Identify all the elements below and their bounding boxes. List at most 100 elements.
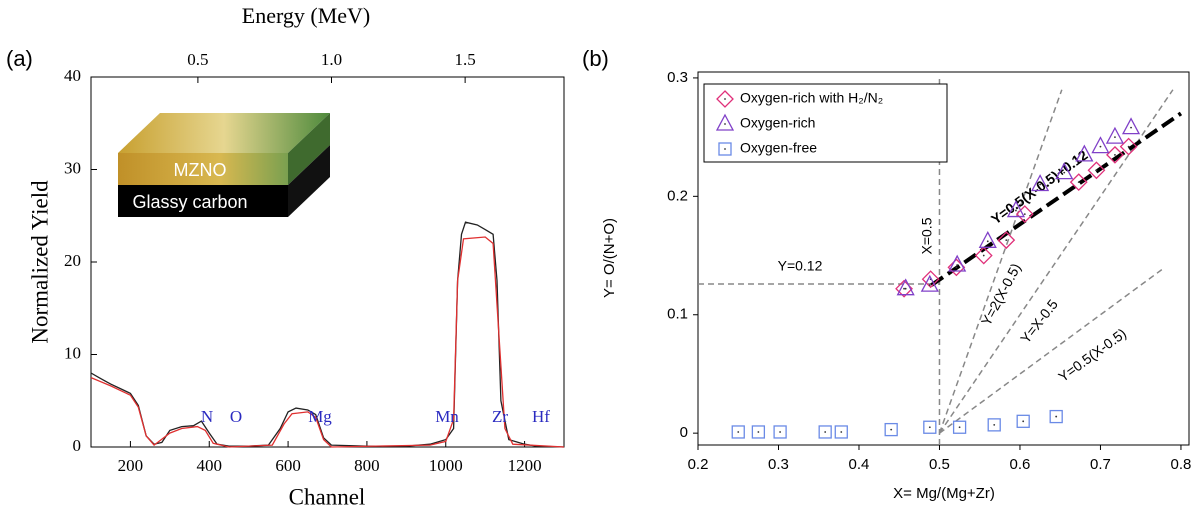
marker (1006, 200, 1026, 218)
diamond (997, 231, 1016, 250)
x-tick-label: 0.5 (929, 456, 950, 473)
center-dot (1005, 239, 1008, 242)
x-tick-label: 0.4 (849, 456, 870, 473)
marker (1016, 414, 1030, 428)
square (751, 425, 766, 439)
square (952, 420, 967, 434)
y-tick-label: 0.2 (667, 187, 688, 204)
annotation: Glassy carbon (132, 192, 247, 212)
triangle (1091, 136, 1110, 154)
marker (948, 254, 967, 272)
center-dot (1023, 213, 1026, 215)
square (731, 425, 745, 439)
diamond (1069, 173, 1088, 192)
annotation: N (201, 407, 213, 426)
y-tick-label: 0 (73, 436, 82, 455)
marker (1031, 174, 1050, 192)
x-tick-label: 1000 (429, 456, 463, 475)
center-dot (757, 431, 760, 433)
reference-line (938, 89, 1063, 434)
center-dot (1039, 183, 1041, 186)
x-tick-label: 200 (118, 456, 144, 475)
center-dot (904, 287, 907, 290)
reference-line-label: Y=0.5(X-0.5) (1055, 325, 1129, 385)
inset-substrate (118, 185, 288, 217)
triangle (1105, 126, 1125, 144)
triangle (1121, 117, 1141, 135)
square (1049, 409, 1063, 424)
marker (997, 231, 1016, 250)
diamond (1106, 145, 1124, 164)
y-tick-label: 20 (64, 251, 81, 270)
x-tick-label: 0.6 (1010, 456, 1031, 473)
y-tick-label: 0.1 (667, 306, 688, 323)
plot-frame (697, 71, 1190, 446)
square (818, 425, 832, 439)
reference-line-label: X=0.5 (919, 217, 935, 254)
annotation: Zr (492, 407, 508, 426)
reference-line-label: Y=2(X-0.5) (978, 261, 1024, 329)
triangle (1075, 144, 1094, 162)
legend-label: Oxygen-rich (740, 115, 815, 131)
x-tick-label: 1200 (508, 456, 542, 475)
inset-top (118, 113, 330, 153)
marker (818, 425, 832, 439)
triangle (896, 278, 915, 296)
legend-label: Oxygen-free (740, 140, 817, 156)
center-dot (1022, 420, 1025, 423)
inset-substrate-side (288, 145, 330, 217)
marker (1075, 144, 1094, 162)
center-dot (824, 431, 827, 433)
marker (731, 425, 745, 439)
center-dot (955, 266, 958, 269)
center-dot (1055, 415, 1058, 418)
marker (718, 142, 732, 156)
center-dot (1083, 153, 1086, 156)
inset-film (118, 153, 288, 185)
square (1016, 414, 1030, 428)
x-tick-label: 400 (197, 456, 223, 475)
inset (118, 113, 330, 217)
center-dot (986, 240, 989, 243)
triangle (920, 274, 939, 292)
center-dot (737, 431, 740, 433)
reference-line (939, 266, 1166, 434)
triangle (948, 254, 967, 272)
inset-film-side (288, 113, 330, 185)
square (773, 425, 787, 439)
marker (952, 420, 967, 434)
center-dot (724, 148, 726, 150)
center-dot (1015, 209, 1017, 212)
panel-label: (a) (6, 46, 33, 71)
marker (884, 422, 898, 437)
marker (1087, 161, 1106, 180)
annotation: Mg (308, 407, 332, 426)
x-axis-label: Channel (289, 484, 366, 509)
x-tick-label: 0.2 (688, 456, 709, 473)
square (834, 425, 848, 439)
triangle (1055, 162, 1074, 180)
x-tick-label: 0.7 (1090, 456, 1111, 473)
marker (715, 113, 735, 131)
panel-label: (b) (582, 46, 609, 71)
spectrum-line (90, 236, 565, 448)
marker (834, 425, 848, 439)
x-tick-label: 0.3 (768, 456, 789, 473)
x2-tick-label: 1.5 (454, 50, 475, 69)
x-axis-label: X= Mg/(Mg+Zr) (893, 485, 995, 502)
legend-box (703, 83, 948, 163)
marker (1106, 145, 1124, 164)
marker (751, 425, 766, 439)
diamond (921, 270, 940, 289)
square (923, 420, 937, 434)
marker (1119, 137, 1138, 156)
triangle (1031, 174, 1050, 192)
reference-line (930, 111, 1183, 287)
x2-tick-label: 0.5 (187, 50, 208, 69)
marker (987, 418, 1001, 432)
marker (1055, 162, 1074, 180)
annotation: Hf (532, 407, 550, 426)
center-dot (903, 287, 905, 290)
marker (974, 246, 993, 265)
diamond (1087, 161, 1106, 180)
